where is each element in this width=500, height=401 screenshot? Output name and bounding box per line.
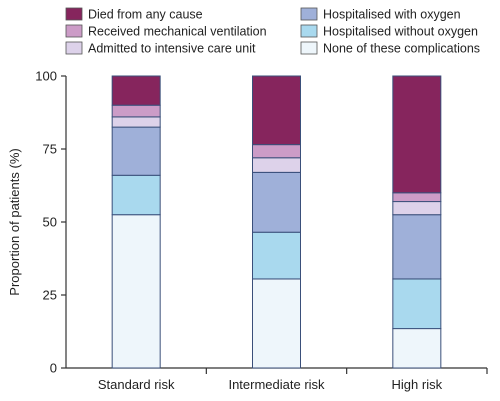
chart-axes: 0 25 50 75 100 Proportion of patients (%) Stan…: [7, 69, 488, 392]
x-tick-label-high-risk: High risk: [392, 377, 443, 392]
bar-segment-high-risk-died-from-any-cause: [392, 75, 442, 194]
bar-segment-standard-risk-hospitalised-without-oxygen: [111, 174, 161, 216]
y-axis-label: Proportion of patients (%): [7, 148, 22, 295]
y-tick-label-50: 50: [43, 215, 57, 230]
y-tick-label-0: 0: [50, 361, 57, 376]
legend-label-hospitalised-with-oxygen: Hospitalised with oxygen: [323, 8, 461, 22]
chart-bars: [111, 75, 442, 369]
bar-segment-standard-risk-admitted-to-intensive-care-unit: [111, 116, 161, 128]
legend-label-received-mechanical-ventilation: Received mechanical ventilation: [88, 25, 267, 39]
bar-segment-intermediate-risk-none-of-these-complications: [252, 278, 301, 369]
bar-segment-high-risk-admitted-to-intensive-care-unit: [392, 201, 442, 216]
legend-label-admitted-to-intensive-care-unit: Admitted to intensive care unit: [88, 42, 256, 56]
bar-segment-intermediate-risk-admitted-to-intensive-care-unit: [252, 157, 301, 173]
bar-segment-standard-risk-none-of-these-complications: [111, 214, 161, 369]
y-tick-label-25: 25: [43, 288, 57, 303]
legend-label-died-from-any-cause: Died from any cause: [88, 8, 203, 22]
bar-segment-high-risk-hospitalised-with-oxygen: [392, 214, 442, 280]
legend-swatch-hospitalised-with-oxygen: [300, 7, 318, 21]
y-tick-label-100: 100: [35, 69, 57, 84]
bar-segment-intermediate-risk-hospitalised-without-oxygen: [252, 231, 301, 280]
y-tick-label-75: 75: [43, 142, 57, 157]
bar-segment-high-risk-none-of-these-complications: [392, 328, 442, 369]
chart-legend: Died from any cause Hospitalised with oxy…: [65, 7, 480, 56]
legend-swatch-admitted-to-intensive-care-unit: [65, 41, 83, 55]
bar-segment-high-risk-received-mechanical-ventilation: [392, 192, 442, 203]
legend-swatch-died-from-any-cause: [65, 7, 83, 21]
bar-segment-intermediate-risk-died-from-any-cause: [252, 75, 301, 146]
bar-segment-standard-risk-hospitalised-with-oxygen: [111, 126, 161, 176]
bar-segment-high-risk-hospitalised-without-oxygen: [392, 278, 442, 330]
legend-label-none-of-these-complications: None of these complications: [323, 42, 480, 56]
bar-segment-standard-risk-received-mechanical-ventilation: [111, 104, 161, 118]
x-tick-label-intermediate-risk: Intermediate risk: [228, 377, 325, 392]
legend-swatch-received-mechanical-ventilation: [65, 24, 83, 38]
x-tick-label-standard-risk: Standard risk: [98, 377, 175, 392]
bar-segment-intermediate-risk-received-mechanical-ventilation: [252, 144, 301, 159]
legend-swatch-hospitalised-without-oxygen: [300, 24, 318, 38]
legend-label-hospitalised-without-oxygen: Hospitalised without oxygen: [323, 25, 478, 39]
bar-segment-intermediate-risk-hospitalised-with-oxygen: [252, 171, 301, 233]
legend-swatch-none-of-these-complications: [300, 41, 318, 55]
bar-segment-standard-risk-died-from-any-cause: [111, 75, 161, 106]
